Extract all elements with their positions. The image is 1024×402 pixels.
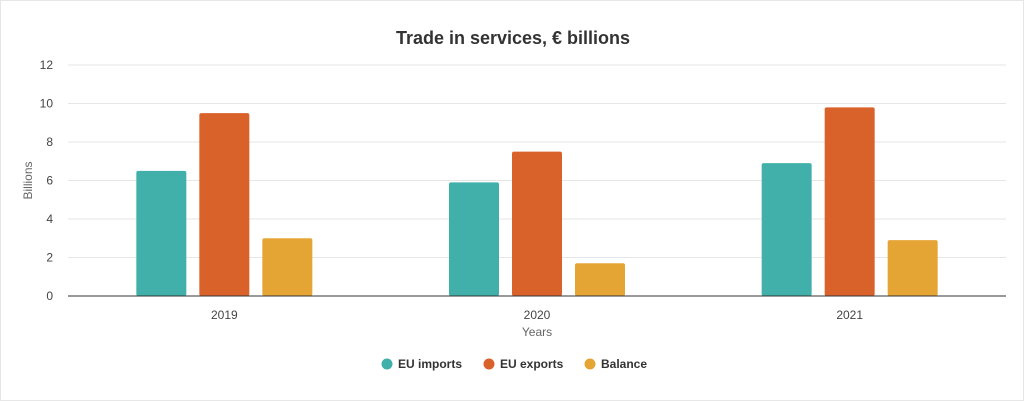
bar-eu-exports-2019[interactable] bbox=[199, 113, 250, 296]
y-tick-label: 8 bbox=[46, 135, 53, 149]
y-tick-label: 10 bbox=[40, 97, 54, 111]
y-tick-label: 2 bbox=[46, 251, 53, 265]
x-tick-label: 2021 bbox=[836, 308, 863, 322]
y-tick-label: 4 bbox=[46, 212, 53, 226]
bar-balance-2021[interactable] bbox=[887, 240, 938, 296]
x-axis-title: Years bbox=[522, 325, 552, 339]
bar-eu-imports-2020[interactable] bbox=[449, 182, 499, 296]
y-tick-label: 6 bbox=[46, 174, 53, 188]
y-axis-ticks: 0 2 4 6 8 10 12 bbox=[40, 58, 54, 303]
bar-eu-exports-2021[interactable] bbox=[824, 107, 875, 296]
legend-swatch-balance bbox=[584, 358, 596, 370]
y-tick-label: 12 bbox=[40, 58, 54, 72]
bar-eu-imports-2019[interactable] bbox=[136, 170, 187, 296]
bar-eu-exports-2020[interactable] bbox=[512, 151, 562, 296]
bars bbox=[136, 107, 938, 296]
bar-balance-2020[interactable] bbox=[575, 263, 625, 296]
x-axis-ticks: 2019 2020 2021 bbox=[211, 308, 863, 322]
y-tick-label: 0 bbox=[46, 289, 53, 303]
legend-label-balance[interactable]: Balance bbox=[601, 357, 647, 371]
chart-title: Trade in services, € billions bbox=[396, 28, 630, 48]
bar-balance-2019[interactable] bbox=[262, 238, 313, 296]
bar-eu-imports-2021[interactable] bbox=[761, 163, 812, 296]
legend-swatch-eu-exports bbox=[483, 358, 495, 370]
legend: EU imports EU exports Balance bbox=[381, 357, 647, 371]
y-axis-title: Billions bbox=[21, 161, 35, 199]
x-tick-label: 2019 bbox=[211, 308, 238, 322]
legend-swatch-eu-imports bbox=[381, 358, 393, 370]
x-tick-label: 2020 bbox=[524, 308, 551, 322]
legend-label-eu-exports[interactable]: EU exports bbox=[500, 357, 564, 371]
legend-label-eu-imports[interactable]: EU imports bbox=[398, 357, 462, 371]
